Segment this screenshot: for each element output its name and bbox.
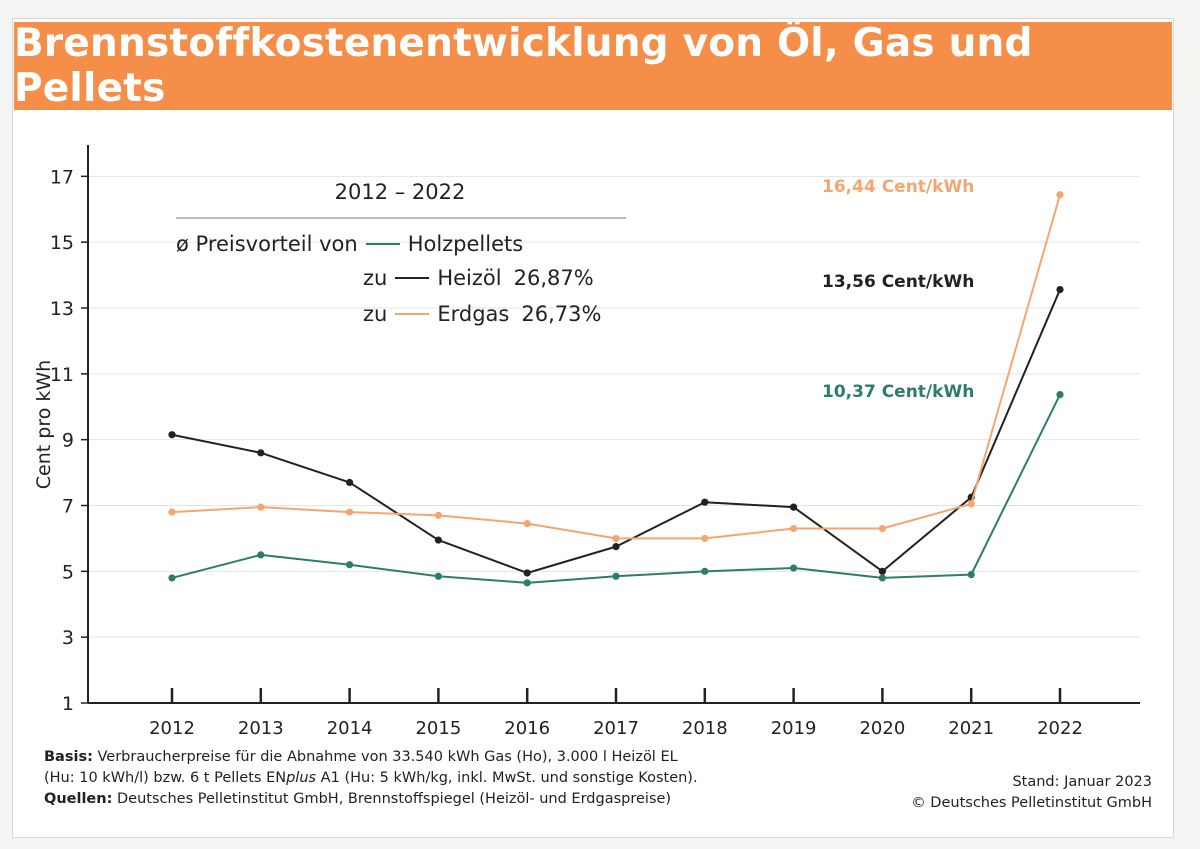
y-tick-label: 15 [50, 232, 74, 254]
data-point-holzpellets [701, 567, 709, 575]
data-point-erdgas [257, 503, 265, 511]
x-tick-label: 2014 [327, 718, 373, 739]
footer-stand: Stand: Januar 2023 © Deutsches Pelletins… [911, 772, 1152, 814]
legend-divider [176, 217, 626, 219]
y-tick-label: 11 [50, 364, 74, 386]
legend-row-gas: zu Erdgas 26,73% [363, 302, 601, 326]
data-point-heiz-l [434, 536, 442, 544]
sources-text: Deutsches Pelletinstitut GmbH, Brennstof… [117, 791, 672, 807]
legend-series-gas: Erdgas [437, 302, 510, 326]
data-point-holzpellets [434, 572, 442, 580]
data-point-heiz-l [257, 449, 265, 457]
data-point-holzpellets [1056, 390, 1064, 399]
basis-label: Basis: [44, 749, 93, 765]
basis-text-2a: (Hu: 10 kWh/l) bzw. 6 t Pellets EN [44, 770, 287, 786]
data-point-heiz-l [168, 431, 176, 439]
y-axis-label: Cent pro kWh [33, 360, 55, 489]
legend-row-prefix: zu [363, 266, 388, 290]
data-point-holzpellets [878, 574, 887, 582]
legend-swatch-pellets [365, 242, 400, 246]
data-point-heiz-l [1056, 285, 1064, 294]
legend-row-oil: zu Heizöl 26,87% [363, 266, 594, 290]
x-tick-label: 2021 [948, 718, 994, 739]
y-tick-label: 3 [62, 627, 74, 649]
end-label-oil: 13,56 Cent/kWh [822, 272, 975, 292]
title-bar: Brennstoffkostenentwicklung von Öl, Gas … [14, 21, 1172, 111]
series-lines [168, 191, 1064, 587]
y-tick-label: 9 [62, 430, 74, 452]
x-tick-label: 2019 [771, 718, 817, 739]
y-tick-label: 17 [50, 166, 74, 188]
data-point-holzpellets [168, 574, 176, 582]
basis-line-2: (Hu: 10 kWh/l) bzw. 6 t Pellets ENplus A… [44, 768, 944, 789]
data-point-heiz-l [878, 567, 887, 575]
y-tick-label: 7 [62, 496, 74, 518]
x-tick-label: 2016 [504, 718, 550, 739]
footer-notes: Basis: Verbraucherpreise für die Abnahme… [44, 747, 944, 810]
data-point-erdgas [523, 520, 531, 528]
sources-label: Quellen: [44, 791, 113, 807]
x-tick-label: 2015 [415, 718, 461, 739]
x-tick-label: 2017 [593, 718, 639, 739]
legend-prefix: ø Preisvorteil von [176, 232, 358, 256]
legend-value-gas: 26,73% [521, 302, 602, 326]
data-point-holzpellets [612, 572, 620, 580]
data-point-erdgas [790, 524, 798, 533]
data-point-heiz-l [346, 478, 354, 487]
data-point-heiz-l [790, 503, 798, 511]
data-point-heiz-l [523, 569, 531, 577]
y-tick-label: 13 [50, 298, 74, 320]
data-point-holzpellets [790, 564, 798, 572]
sources-line: Quellen: Deutsches Pelletinstitut GmbH, … [44, 789, 944, 810]
data-point-erdgas [612, 534, 620, 543]
data-point-holzpellets [346, 561, 354, 569]
legend-swatch-oil [395, 276, 430, 280]
data-point-erdgas [168, 508, 176, 516]
x-tick-label: 2022 [1037, 718, 1083, 739]
data-point-holzpellets [257, 551, 265, 559]
data-point-erdgas [1056, 191, 1064, 199]
data-point-heiz-l [701, 498, 709, 506]
x-tick-label: 2013 [238, 718, 284, 739]
basis-text-2c: A1 (Hu: 5 kWh/kg, inkl. MwSt. und sonsti… [316, 770, 698, 786]
legend-value-oil: 26,87% [513, 266, 594, 290]
y-tick-label: 5 [62, 561, 74, 583]
legend-series-pellets: Holzpellets [407, 232, 524, 256]
legend-row-pellets: ø Preisvorteil von Holzpellets [176, 232, 523, 256]
end-label-gas: 16,44 Cent/kWh [822, 177, 975, 197]
data-point-holzpellets [523, 579, 531, 587]
data-point-erdgas [967, 500, 975, 508]
stand-text: Stand: Januar 2023 [1012, 774, 1152, 790]
x-tick-label: 2012 [149, 718, 195, 739]
data-point-heiz-l [612, 543, 620, 551]
x-tick-label: 2020 [859, 718, 905, 739]
data-point-erdgas [434, 511, 442, 519]
series-line-heiz-l [171, 289, 1061, 574]
basis-line-1: Basis: Verbraucherpreise für die Abnahme… [44, 747, 944, 768]
legend-row-prefix: zu [363, 302, 388, 326]
data-point-erdgas [346, 508, 354, 516]
data-point-erdgas [701, 534, 709, 543]
data-point-erdgas [878, 524, 887, 533]
legend-swatch-gas [395, 312, 430, 316]
x-tick-label: 2018 [682, 718, 728, 739]
legend-period: 2012 – 2022 [334, 180, 466, 204]
legend-series-oil: Heizöl [437, 266, 502, 290]
copyright-text: © Deutsches Pelletinstitut GmbH [911, 795, 1152, 811]
data-point-holzpellets [967, 571, 975, 579]
series-line-holzpellets [171, 394, 1061, 584]
basis-text-2b: plus [286, 770, 317, 786]
y-tick-label: 1 [62, 693, 74, 715]
end-label-pellets: 10,37 Cent/kWh [822, 382, 975, 402]
chart-frame [12, 18, 1174, 838]
chart-title: Brennstoffkostenentwicklung von Öl, Gas … [14, 21, 1033, 111]
basis-text-1: Verbraucherpreise für die Abnahme von 33… [97, 749, 678, 765]
